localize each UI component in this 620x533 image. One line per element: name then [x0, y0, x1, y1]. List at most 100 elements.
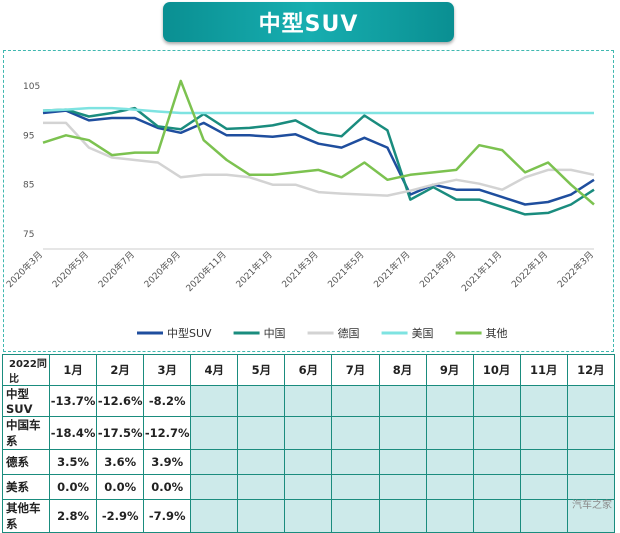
table-header-row: 2022同比 1月 2月 3月 4月 5月 6月 7月 8月 9月 10月 11月 12月: [1, 354, 616, 386]
table-cell: [284, 474, 333, 500]
x-tick-label: 2021年5月: [325, 249, 366, 290]
table-month-header: 2月: [96, 354, 145, 386]
chart-frame: 75 85 95 105 2020年3月 2020年5月 2020年7月 2020年9月 20…: [3, 50, 614, 352]
legend: 中型SUV 中国 德国 美国 其他: [137, 326, 508, 340]
table-cell: [331, 499, 380, 533]
table-cell: [284, 385, 333, 417]
legend-label: 其他: [486, 327, 508, 340]
table-cell: [190, 499, 239, 533]
series-line-德国: [43, 121, 595, 197]
table-cell: [237, 416, 286, 450]
table-cell: [519, 449, 568, 475]
y-tick-label: 85: [23, 181, 34, 191]
watermark: 汽车之家: [572, 500, 612, 511]
table-cell: 3.6%: [96, 449, 145, 475]
table-cell: [378, 474, 427, 500]
table-cell: -17.5%: [96, 416, 145, 450]
table-cell: -2.9%: [96, 499, 145, 533]
x-tick-label: 2021年9月: [417, 249, 458, 290]
table-cell: [472, 416, 521, 450]
x-tick-label: 2020年5月: [50, 249, 91, 290]
table-cell: [425, 499, 474, 533]
table-cell: [425, 474, 474, 500]
table-row: 中型SUV -13.7% -12.6% -8.2%: [1, 385, 616, 417]
table-cell: [237, 449, 286, 475]
table-cell: -12.6%: [96, 385, 145, 417]
table-cell: 3.5%: [49, 449, 98, 475]
table-cell: [566, 416, 616, 450]
table-cell: [519, 474, 568, 500]
table-row-label: 美系: [1, 474, 51, 500]
x-tick-label: 2021年3月: [279, 249, 320, 290]
table-cell: [566, 385, 616, 417]
table-cell: [190, 449, 239, 475]
table-cell: 0.0%: [49, 474, 98, 500]
legend-label: 德国: [338, 326, 360, 340]
series-group: [42, 79, 595, 216]
series-line-其他: [42, 79, 595, 206]
y-axis: 75 85 95 105: [23, 82, 40, 240]
table-cell: [378, 499, 427, 533]
table-cell: [472, 474, 521, 500]
table-cell: [284, 416, 333, 450]
x-tick-label: 2022年1月: [509, 249, 550, 290]
table-cell: [472, 449, 521, 475]
y-tick-label: 95: [23, 131, 34, 141]
table-row-label: 中国车系: [1, 416, 51, 450]
table-month-header: 1月: [49, 354, 98, 386]
series-line-美国: [42, 106, 594, 115]
table-cell: -18.4%: [49, 416, 98, 450]
table-month-header: 4月: [190, 354, 239, 386]
table-cell: [237, 499, 286, 533]
table-cell: [331, 385, 380, 417]
legend-label: 中型SUV: [167, 326, 212, 340]
table-row: 中国车系 -18.4% -17.5% -12.7%: [1, 416, 616, 450]
table-corner-label: 2022同比: [1, 354, 51, 386]
table-cell: [425, 449, 474, 475]
x-tick-label: 2020年9月: [141, 249, 182, 290]
table-month-header: 10月: [472, 354, 521, 386]
table-month-header: 7月: [331, 354, 380, 386]
y-tick-label: 105: [23, 82, 40, 92]
table-cell: [566, 449, 616, 475]
table-cell: [237, 474, 286, 500]
table-cell: [284, 449, 333, 475]
table-month-header: 5月: [237, 354, 286, 386]
table-cell: -7.9%: [143, 499, 192, 533]
legend-label: 中国: [264, 327, 286, 340]
x-tick-label: 2021年7月: [371, 249, 412, 290]
x-tick-label: 2020年11月: [183, 249, 229, 295]
table-cell: -13.7%: [49, 385, 98, 417]
table-cell: [472, 385, 521, 417]
table-cell: 2.8%: [49, 499, 98, 533]
series-line-中国: [42, 106, 595, 216]
table-row-label: 德系: [1, 449, 51, 475]
table-cell: 3.9%: [143, 449, 192, 475]
table-row: 德系 3.5% 3.6% 3.9%: [1, 449, 616, 475]
table-cell: 0.0%: [143, 474, 192, 500]
table-month-header: 11月: [519, 354, 568, 386]
table-cell: [190, 416, 239, 450]
table-month-header: 6月: [284, 354, 333, 386]
series-line-中型SUV: [42, 109, 595, 206]
table-cell: [472, 499, 521, 533]
x-axis: 2020年3月 2020年5月 2020年7月 2020年9月 2020年11月 2021…: [4, 248, 596, 295]
yoy-table: 2022同比 1月 2月 3月 4月 5月 6月 7月 8月 9月 10月 11月 12月 中型SUV…: [1, 354, 616, 533]
table-cell: [331, 449, 380, 475]
y-tick-label: 75: [23, 230, 34, 240]
table-cell: [331, 416, 380, 450]
x-tick-label: 2020年3月: [4, 249, 45, 290]
table-row: 其他车系 2.8% -2.9% -7.9%: [1, 499, 616, 533]
table-cell: [331, 474, 380, 500]
table-row: 美系 0.0% 0.0% 0.0%: [1, 474, 616, 500]
table-cell: [519, 499, 568, 533]
chart-title: 中型SUV: [163, 2, 454, 42]
table-month-header: 8月: [378, 354, 427, 386]
table-month-header: 12月: [566, 354, 616, 386]
table-cell: [425, 385, 474, 417]
table-cell: [425, 416, 474, 450]
table-cell: [190, 385, 239, 417]
x-tick-label: 2021年11月: [459, 249, 505, 295]
table-month-header: 9月: [425, 354, 474, 386]
table-cell: [190, 474, 239, 500]
